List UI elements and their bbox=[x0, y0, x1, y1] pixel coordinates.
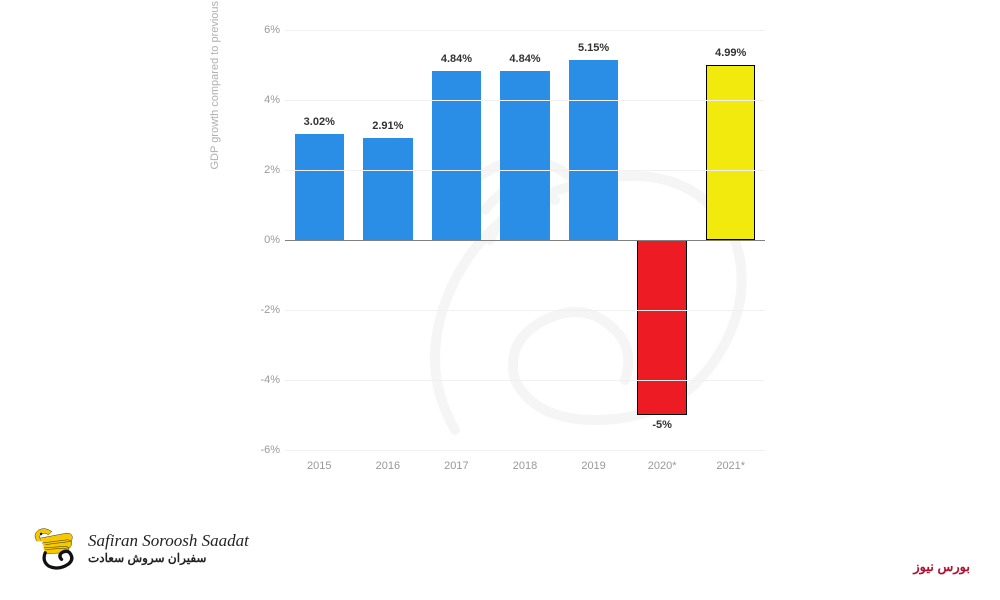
logo-main-text: Safiran Soroosh Saadat bbox=[88, 531, 249, 551]
zero-line bbox=[285, 240, 765, 241]
x-tick-label: 2019 bbox=[581, 460, 605, 472]
x-tick-label: 2021* bbox=[716, 460, 745, 472]
gridline bbox=[285, 450, 765, 451]
bar bbox=[500, 71, 549, 240]
bar-value-label: 4.84% bbox=[509, 53, 540, 65]
bar-value-label: -5% bbox=[652, 419, 672, 431]
y-tick-label: 0% bbox=[250, 234, 280, 246]
y-axis-label: GDP growth compared to previous year bbox=[209, 0, 221, 170]
x-tick-label: 2016 bbox=[376, 460, 400, 472]
gridline bbox=[285, 380, 765, 381]
y-tick-label: -6% bbox=[250, 444, 280, 456]
gridline bbox=[285, 100, 765, 101]
y-tick-label: 4% bbox=[250, 94, 280, 106]
swan-icon bbox=[30, 525, 80, 570]
x-tick-label: 2018 bbox=[513, 460, 537, 472]
gridline bbox=[285, 170, 765, 171]
bar-value-label: 2.91% bbox=[372, 120, 403, 132]
bar bbox=[706, 65, 755, 240]
bar bbox=[432, 71, 481, 240]
x-tick-label: 2020* bbox=[648, 460, 677, 472]
gdp-chart: GDP growth compared to previous year 3.0… bbox=[245, 20, 775, 500]
bar-value-label: 4.84% bbox=[441, 53, 472, 65]
logo-sub-text: سفیران سروش سعادت bbox=[88, 551, 249, 565]
bar bbox=[637, 240, 686, 415]
plot-area: 3.02%20152.91%20164.84%20174.84%20185.15… bbox=[285, 30, 765, 450]
bar-value-label: 4.99% bbox=[715, 47, 746, 59]
bar bbox=[363, 138, 412, 240]
x-tick-label: 2017 bbox=[444, 460, 468, 472]
bar-value-label: 5.15% bbox=[578, 42, 609, 54]
y-tick-label: 2% bbox=[250, 164, 280, 176]
gridline bbox=[285, 310, 765, 311]
gridline bbox=[285, 30, 765, 31]
brand-logo: Safiran Soroosh Saadat سفیران سروش سعادت bbox=[30, 525, 249, 570]
y-tick-label: -4% bbox=[250, 374, 280, 386]
news-source-label: بورس نیوز bbox=[913, 559, 970, 575]
bar-value-label: 3.02% bbox=[304, 116, 335, 128]
bar bbox=[295, 134, 344, 240]
y-tick-label: -2% bbox=[250, 304, 280, 316]
x-tick-label: 2015 bbox=[307, 460, 331, 472]
y-tick-label: 6% bbox=[250, 24, 280, 36]
bar bbox=[569, 60, 618, 240]
